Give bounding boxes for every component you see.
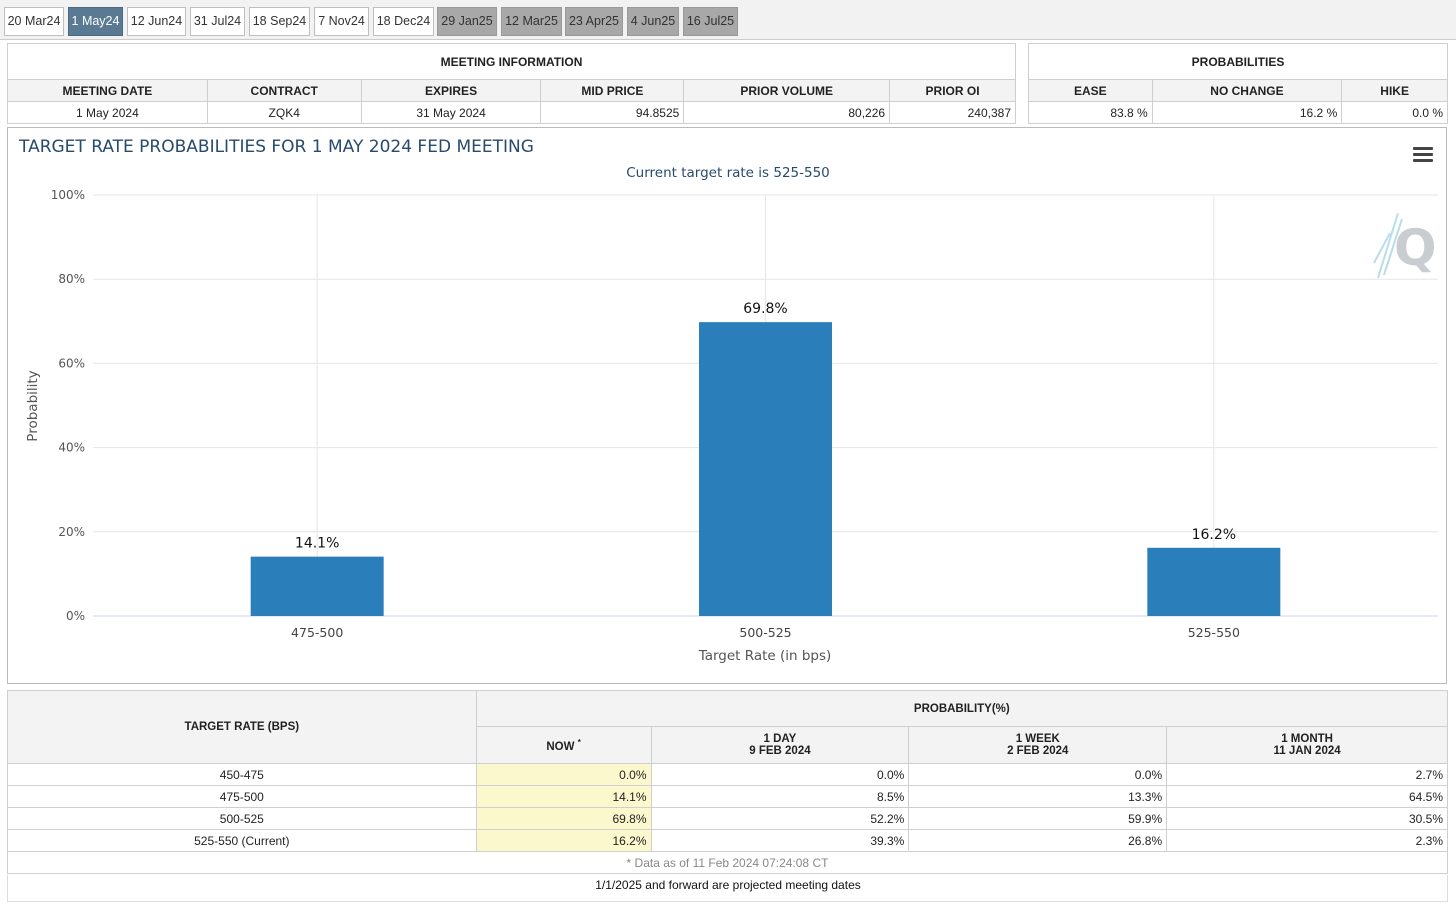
one-day-cell: 39.3% <box>650 829 910 852</box>
bar[interactable] <box>250 556 384 616</box>
y-tick-label: 60% <box>58 356 85 370</box>
hike-value: 0.0 % <box>1341 101 1448 124</box>
col-1-day: 1 DAY 9 FEB 2024 <box>650 726 910 764</box>
tab-4-jun25[interactable]: 4 Jun25 <box>627 7 679 36</box>
one-day-cell: 0.0% <box>650 763 910 786</box>
probability-table: TARGET RATE (BPS) PROBABILITY(%) NOW * 1… <box>7 690 1449 852</box>
y-tick-label: 0% <box>66 609 85 623</box>
now-cell: 14.1% <box>475 785 652 808</box>
tab-31-jul24[interactable]: 31 Jul24 <box>190 7 245 36</box>
quikstrike-q-logo-icon: Q <box>1373 212 1437 279</box>
rate-cell: 475-500 <box>7 785 477 808</box>
tab-12-mar25[interactable]: 12 Mar25 <box>501 7 562 36</box>
meeting-info-header: MEETING INFORMATION <box>7 43 1016 80</box>
table-row: 500-525 69.8% 52.2% 59.9% 30.5% <box>7 807 1448 830</box>
prior-oi-value: 240,387 <box>889 101 1016 124</box>
tab-12-jun24[interactable]: 12 Jun24 <box>127 7 186 36</box>
ease-value: 83.8 % <box>1028 101 1153 124</box>
expires-value: 31 May 2024 <box>360 101 542 124</box>
col-prior-oi: PRIOR OI <box>889 79 1016 102</box>
tab-7-nov24[interactable]: 7 Nov24 <box>314 7 369 36</box>
y-tick-label: 40% <box>58 441 85 455</box>
now-cell: 0.0% <box>475 763 652 786</box>
one-week-cell: 13.3% <box>908 785 1168 808</box>
tab-20-mar24[interactable]: 20 Mar24 <box>4 7 64 36</box>
projected-dates-note: 1/1/2025 and forward are projected meeti… <box>595 878 861 892</box>
one-month-cell: 64.5% <box>1166 785 1448 808</box>
tab-16-jul25[interactable]: 16 Jul25 <box>683 7 738 36</box>
mid-price-value: 94.8525 <box>540 101 685 124</box>
x-tick-label: 500-525 <box>739 625 791 640</box>
bar[interactable] <box>1147 547 1281 616</box>
one-day-cell: 8.5% <box>650 785 910 808</box>
col-target-rate: TARGET RATE (BPS) <box>7 690 477 764</box>
rate-cell: 500-525 <box>7 807 477 830</box>
table-row: 525-550 (Current) 16.2% 39.3% 26.8% 2.3% <box>7 829 1448 852</box>
y-axis-label: Probability <box>25 370 41 441</box>
y-tick-label: 20% <box>58 525 85 539</box>
col-hike: HIKE <box>1341 79 1448 102</box>
col-no-change: NO CHANGE <box>1151 79 1343 102</box>
col-ease: EASE <box>1028 79 1153 102</box>
probabilities-header: PROBABILITIES <box>1028 43 1448 80</box>
tab-1-may24[interactable]: 1 May24 <box>68 7 123 36</box>
x-tick-label: 525-550 <box>1188 625 1240 640</box>
bottom-frame <box>7 875 1448 902</box>
bar-data-label: 14.1% <box>295 536 339 552</box>
now-cell: 16.2% <box>475 829 652 852</box>
one-month-cell: 2.7% <box>1166 763 1448 786</box>
tab-18-sep24[interactable]: 18 Sep24 <box>249 7 310 36</box>
contract-value: ZQK4 <box>206 101 362 124</box>
y-tick-label: 100% <box>51 188 85 202</box>
one-month-cell: 30.5% <box>1166 807 1448 830</box>
tab-29-jan25[interactable]: 29 Jan25 <box>437 7 497 36</box>
data-as-of-footnote: * Data as of 11 Feb 2024 07:24:08 CT <box>7 852 1448 874</box>
chart-panel: TARGET RATE PROBABILITIES FOR 1 MAY 2024… <box>7 127 1447 684</box>
y-tick-label: 80% <box>58 272 85 286</box>
col-1-week: 1 WEEK 2 FEB 2024 <box>908 726 1168 764</box>
prior-volume-value: 80,226 <box>683 101 891 124</box>
tab-23-apr25[interactable]: 23 Apr25 <box>565 7 623 36</box>
col-meeting-date: MEETING DATE <box>7 79 208 102</box>
x-tick-label: 475-500 <box>291 625 343 640</box>
meeting-info-table: MEETING INFORMATION MEETING DATE CONTRAC… <box>7 43 1016 124</box>
bar-data-label: 69.8% <box>743 301 787 317</box>
one-day-cell: 52.2% <box>650 807 910 830</box>
no-change-value: 16.2 % <box>1151 101 1343 124</box>
probabilities-table: PROBABILITIES EASE NO CHANGE HIKE 83.8 %… <box>1028 43 1448 124</box>
one-week-cell: 26.8% <box>908 829 1168 852</box>
col-1-month: 1 MONTH 11 JAN 2024 <box>1166 726 1448 764</box>
table-row: 475-500 14.1% 8.5% 13.3% 64.5% <box>7 785 1448 808</box>
bar[interactable] <box>699 322 832 616</box>
hamburger-menu-icon[interactable] <box>1413 147 1433 163</box>
one-week-cell: 59.9% <box>908 807 1168 830</box>
now-cell: 69.8% <box>475 807 652 830</box>
tab-18-dec24[interactable]: 18 Dec24 <box>373 7 434 36</box>
meeting-date-value: 1 May 2024 <box>7 101 208 124</box>
chart-title: TARGET RATE PROBABILITIES FOR 1 MAY 2024… <box>19 137 534 157</box>
table-row: 450-475 0.0% 0.0% 0.0% 2.7% <box>7 763 1448 786</box>
bar-data-label: 16.2% <box>1192 527 1236 543</box>
col-contract: CONTRACT <box>206 79 362 102</box>
one-month-cell: 2.3% <box>1166 829 1448 852</box>
col-expires: EXPIRES <box>360 79 542 102</box>
col-now: NOW * <box>475 726 652 764</box>
rate-cell: 525-550 (Current) <box>7 829 477 852</box>
x-axis-label: Target Rate (in bps) <box>698 648 832 664</box>
one-week-cell: 0.0% <box>908 763 1168 786</box>
chart-subtitle: Current target rate is 525-550 <box>626 165 830 181</box>
col-probability: PROBABILITY(%) <box>475 690 1449 727</box>
rate-cell: 450-475 <box>7 763 477 786</box>
col-mid-price: MID PRICE <box>540 79 685 102</box>
bar-chart: 0% 20% 40% 60% 80% 100% 14.1% 475-500 69.8% 500-5… <box>25 188 1438 664</box>
meeting-tabs: 20 Mar24 1 May24 12 Jun24 31 Jul24 18 Se… <box>0 0 1456 40</box>
col-prior-volume: PRIOR VOLUME <box>683 79 891 102</box>
svg-text:Q: Q <box>1394 219 1437 277</box>
